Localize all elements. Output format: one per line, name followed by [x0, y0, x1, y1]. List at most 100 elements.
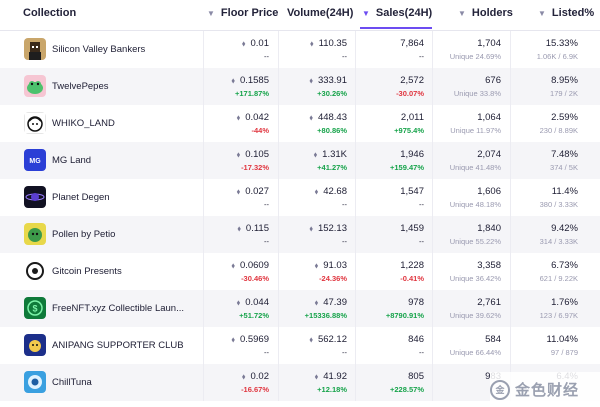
volume-change: +30.26%	[317, 89, 347, 98]
column-divider	[510, 216, 511, 253]
unique-holders: Unique 39.62%	[449, 311, 501, 320]
holders-value: 2,074	[477, 149, 501, 160]
table-row[interactable]: Gitcoin Presents ⬧ 0.0609 -30.46% ⬧ 91.03 -24.…	[0, 253, 600, 290]
holders-cell: 1,704 Unique 24.69%	[426, 31, 501, 68]
collection-name[interactable]: TwelvePepes	[52, 81, 109, 92]
column-divider	[432, 105, 433, 142]
col-header-holders[interactable]: ▼ Holders	[458, 7, 513, 19]
collection-name[interactable]: ChillTuna	[52, 377, 92, 388]
col-header-floor-price[interactable]: ▼ Floor Price	[207, 7, 279, 19]
column-divider	[432, 327, 433, 364]
listed-value: 7.48%	[551, 149, 578, 160]
holders-value: 2,761	[477, 297, 501, 308]
collection-name[interactable]: Planet Degen	[52, 192, 110, 203]
volume-value: ⬧ 91.03	[315, 260, 347, 271]
table-row[interactable]: Silicon Valley Bankers ⬧ 0.01 -- ⬧ 110.35 -- 7,…	[0, 31, 600, 68]
sales-text: 805	[408, 371, 424, 382]
column-divider	[278, 290, 279, 327]
sales-value: 1,228	[400, 260, 424, 271]
col-header-listed[interactable]: ▼ Listed%	[538, 7, 595, 19]
floor-change: +171.87%	[235, 89, 269, 98]
collection-name[interactable]: Silicon Valley Bankers	[52, 44, 146, 55]
listed-value: 6.73%	[551, 260, 578, 271]
unique-holders: Unique 36.42%	[449, 274, 501, 283]
volume-text: 41.92	[323, 371, 347, 382]
floor-cell: ⬧ 0.5969 --	[209, 327, 269, 364]
table-row[interactable]: ANIPANG SUPPORTER CLUB ⬧ 0.5969 -- ⬧ 562.12 --…	[0, 327, 600, 364]
unique-holders: Unique 33.8%	[453, 89, 501, 98]
collection-name[interactable]: Pollen by Petio	[52, 229, 116, 240]
column-divider	[510, 31, 511, 68]
table-row[interactable]: TwelvePepes ⬧ 0.1585 +171.87% ⬧ 333.91 +30.26%…	[0, 68, 600, 105]
watermark: 金 金色财经	[490, 372, 600, 407]
column-divider	[355, 105, 356, 142]
sales-change: --	[419, 52, 424, 61]
caret-down-icon: ▼	[362, 9, 370, 18]
column-divider	[355, 179, 356, 216]
collection-name[interactable]: WHIKO_LAND	[52, 118, 115, 129]
column-divider	[355, 31, 356, 68]
floor-change: --	[264, 52, 269, 61]
column-divider	[203, 142, 204, 179]
unique-holders: Unique 66.44%	[449, 348, 501, 357]
sales-cell: 846 --	[349, 327, 424, 364]
listed-count: 314 / 3.33K	[539, 237, 578, 246]
caret-down-icon: ▼	[538, 9, 546, 18]
column-divider	[203, 327, 204, 364]
sales-value: 846	[408, 334, 424, 345]
column-divider	[355, 68, 356, 105]
volume-cell: ⬧ 41.92 +12.18%	[272, 364, 347, 401]
volume-cell: ⬧ 152.13 --	[272, 216, 347, 253]
column-divider	[432, 216, 433, 253]
volume-text: 448.43	[317, 112, 347, 123]
floor-value: ⬧ 0.0609	[231, 260, 269, 271]
eth-icon: ⬧	[231, 335, 235, 344]
sales-text: 1,547	[400, 186, 424, 197]
volume-value: ⬧ 448.43	[309, 112, 347, 123]
listed-count: 230 / 8.89K	[539, 126, 578, 135]
table-row[interactable]: $ FreeNFT.xyz Collectible Laun... ⬧ 0.044 +5…	[0, 290, 600, 327]
sales-cell: 1,228 -0.41%	[349, 253, 424, 290]
collection-name[interactable]: MG Land	[52, 155, 92, 166]
collection-name[interactable]: ANIPANG SUPPORTER CLUB	[52, 340, 184, 351]
floor-text: 0.02	[250, 371, 270, 382]
column-divider	[510, 253, 511, 290]
column-divider	[432, 31, 433, 68]
floor-cell: ⬧ 0.105 -17.32%	[209, 142, 269, 179]
collection-name[interactable]: FreeNFT.xyz Collectible Laun...	[52, 303, 184, 314]
eth-icon: ⬧	[309, 113, 313, 122]
column-divider	[278, 364, 279, 401]
volume-change: --	[342, 348, 347, 357]
col-header-volume[interactable]: Volume(24H)	[287, 7, 354, 19]
sales-cell: 1,459 --	[349, 216, 424, 253]
table-row[interactable]: WHIKO_LAND ⬧ 0.042 -44% ⬧ 448.43 +80.86% 2,011 +…	[0, 105, 600, 142]
holders-cell: 2,761 Unique 39.62%	[426, 290, 501, 327]
floor-cell: ⬧ 0.02 -16.67%	[209, 364, 269, 401]
floor-change: -30.46%	[241, 274, 269, 283]
eth-icon: ⬧	[314, 187, 319, 196]
eth-icon: ⬧	[236, 298, 241, 307]
volume-value: ⬧ 47.39	[315, 297, 347, 308]
column-divider	[203, 216, 204, 253]
table-row[interactable]: Pollen by Petio ⬧ 0.115 -- ⬧ 152.13 -- 1,459 -- 1…	[0, 216, 600, 253]
volume-value: ⬧ 1.31K	[314, 149, 347, 160]
floor-text: 0.1585	[239, 75, 269, 86]
volume-change: +80.86%	[317, 126, 347, 135]
col-header-collection: Collection	[23, 7, 77, 19]
table-row[interactable]: MG MG Land ⬧ 0.105 -17.32% ⬧ 1.31K +41.27% 1,946…	[0, 142, 600, 179]
holders-cell: 676 Unique 33.8%	[426, 68, 501, 105]
holders-value: 1,704	[477, 38, 501, 49]
holders-value: 1,606	[477, 186, 501, 197]
column-divider	[278, 253, 279, 290]
column-divider	[278, 327, 279, 364]
pollen-icon	[24, 223, 46, 245]
col-header-sales[interactable]: ▼ Sales(24H)	[362, 7, 433, 19]
column-divider	[278, 31, 279, 68]
sales-cell: 805 +228.57%	[349, 364, 424, 401]
column-divider	[203, 253, 204, 290]
sales-value: 1,946	[400, 149, 424, 160]
svg-text:MG: MG	[29, 158, 41, 165]
table-row[interactable]: Planet Degen ⬧ 0.027 -- ⬧ 42.68 -- 1,547 -- 1,606…	[0, 179, 600, 216]
column-divider	[355, 327, 356, 364]
collection-name[interactable]: Gitcoin Presents	[52, 266, 122, 277]
